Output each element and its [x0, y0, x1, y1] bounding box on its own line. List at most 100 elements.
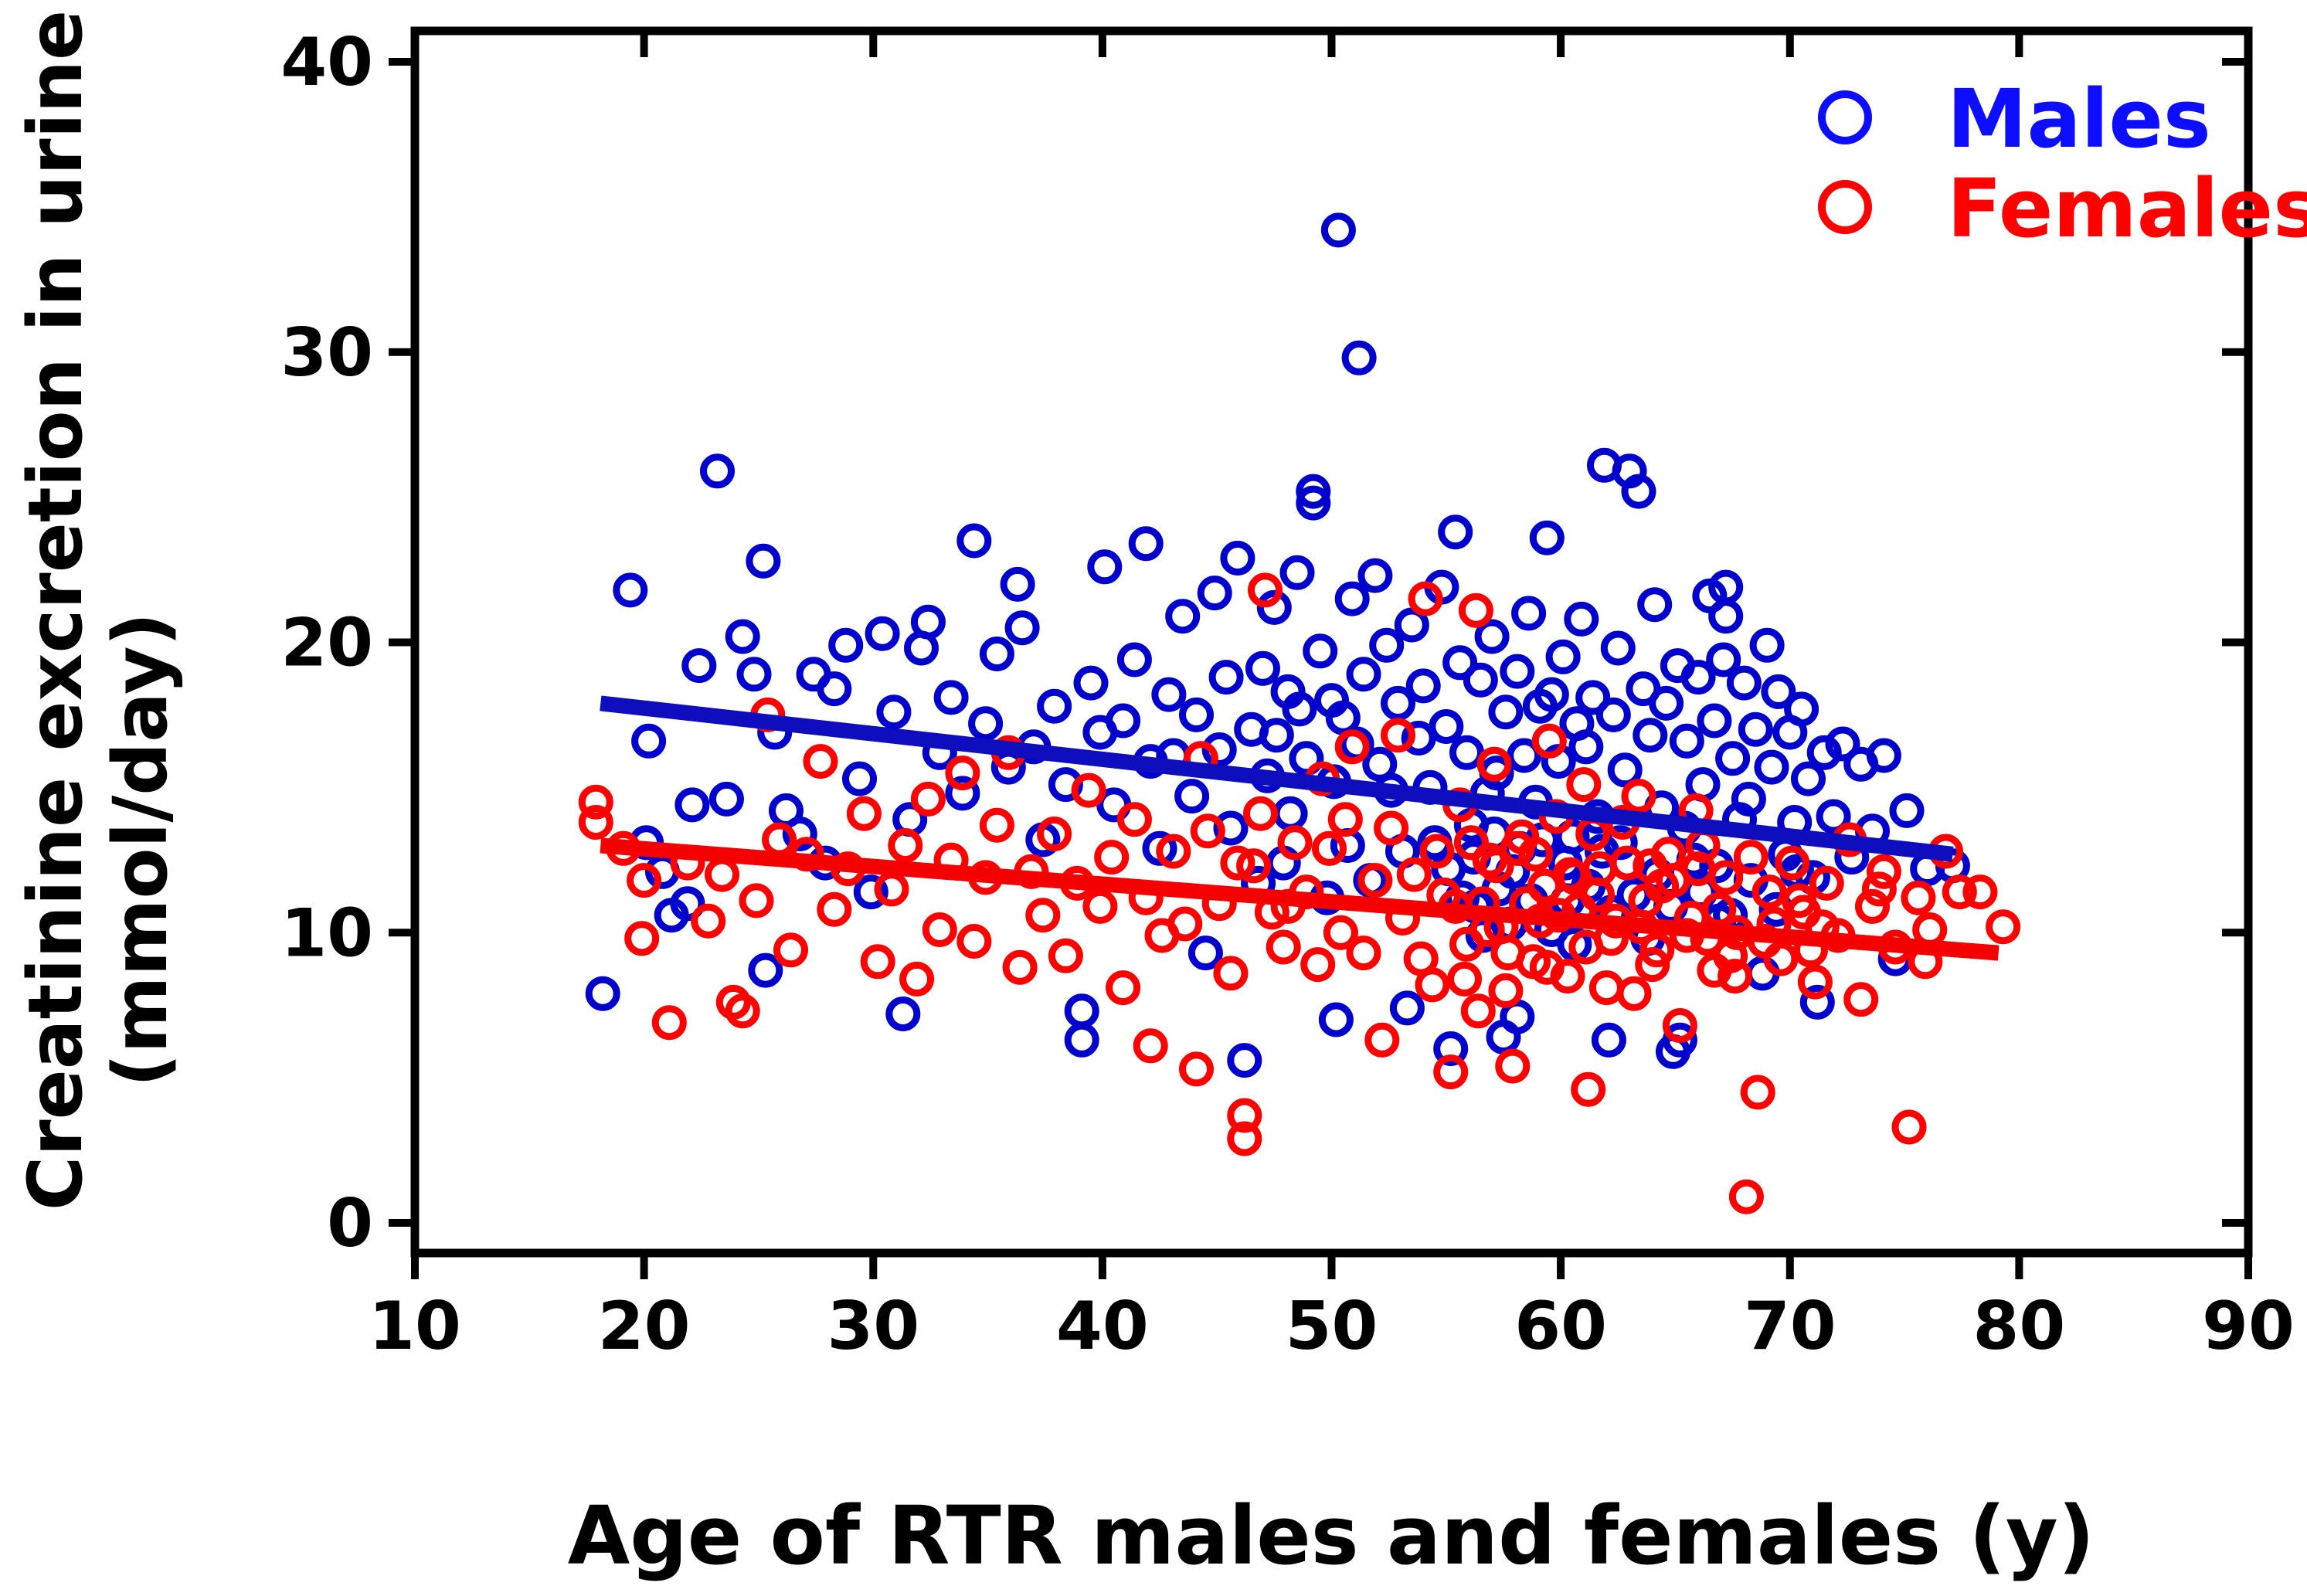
data-point-females [803, 744, 838, 779]
data-point-males [1511, 596, 1547, 631]
data-point-males [910, 604, 946, 640]
data-point-females [1236, 848, 1272, 884]
data-point-females [627, 863, 662, 898]
data-point-males [674, 787, 710, 823]
data-point-females [1374, 810, 1409, 846]
legend-marker-males [1818, 90, 1872, 144]
data-point-males [1227, 1043, 1262, 1078]
data-point-males [979, 637, 1014, 671]
data-point-males [1706, 642, 1741, 677]
data-point-females [1179, 1051, 1214, 1087]
data-point-males [956, 523, 992, 559]
data-point-males [1649, 685, 1684, 721]
data-point-males [876, 694, 912, 730]
data-point-females [860, 944, 895, 980]
data-point-males [1633, 718, 1668, 753]
data-point-females [705, 857, 739, 892]
x-tick-label: 90 [2202, 1288, 2295, 1365]
data-point-females [1116, 802, 1152, 837]
data-point-females [1751, 874, 1787, 910]
data-point-females [1082, 888, 1118, 924]
data-point-males [585, 976, 620, 1011]
data-point-females [1094, 840, 1130, 875]
data-point-males [1087, 549, 1123, 585]
data-point-females [1327, 802, 1363, 837]
data-point-females [888, 828, 923, 863]
data-point-males [670, 886, 705, 922]
data-point-males [1174, 779, 1210, 814]
data-point-males [1708, 599, 1744, 634]
data-point-males [1488, 694, 1524, 730]
data-point-males [1381, 685, 1415, 721]
data-point-females [1300, 947, 1336, 983]
data-point-males [1754, 749, 1789, 785]
data-point-males [1197, 576, 1232, 611]
data-point-males [1500, 654, 1535, 689]
data-point-females [1488, 973, 1524, 1008]
data-point-females [773, 932, 808, 968]
x-tick-label: 20 [598, 1288, 691, 1365]
data-point-females [1433, 1054, 1469, 1090]
data-point-females [1733, 840, 1768, 875]
data-point-females [1588, 970, 1624, 1006]
data-point-females [1277, 825, 1313, 861]
data-point-males [681, 648, 717, 684]
y-tick-label: 10 [280, 895, 373, 972]
data-point-males [1825, 726, 1860, 762]
data-point-males [1151, 677, 1187, 712]
data-point-females [1571, 1071, 1606, 1107]
data-point-males [1738, 711, 1773, 747]
data-point-males [1866, 738, 1901, 773]
data-point-females [1901, 880, 1936, 915]
y-axis-title-line2: (mmol/day) [97, 612, 184, 1088]
data-point-females [725, 993, 760, 1029]
data-point-females [945, 756, 980, 791]
data-point-males [1438, 514, 1473, 550]
data-point-males [1591, 1022, 1626, 1058]
data-point-males [782, 817, 817, 851]
data-point-males [1662, 1022, 1697, 1058]
trend-line-males [600, 695, 1954, 862]
data-point-females [1071, 773, 1106, 808]
data-point-females [578, 805, 613, 840]
data-point-males [1784, 691, 1819, 727]
legend-label-females: Females [1947, 161, 2307, 256]
data-point-males [1564, 601, 1599, 637]
data-point-males [1369, 627, 1405, 663]
data-point-females [1986, 909, 2021, 945]
data-point-females [1447, 961, 1482, 997]
data-point-males [1545, 639, 1581, 674]
data-point-females [1312, 830, 1347, 866]
data-point-females [1381, 718, 1415, 753]
data-point-females [1025, 898, 1061, 933]
data-point-males [1208, 660, 1244, 695]
data-point-males [1442, 645, 1478, 681]
data-point-males [748, 953, 783, 988]
data-point-males [1463, 662, 1498, 698]
data-point-females [899, 961, 935, 997]
x-tick-label: 80 [1973, 1288, 2066, 1365]
data-point-females [1942, 874, 1977, 910]
data-point-females [1419, 834, 1455, 869]
data-point-males [1296, 474, 1331, 509]
data-point-males [1341, 340, 1377, 375]
data-point-females [1763, 941, 1799, 976]
data-point-males [736, 657, 772, 692]
data-point-males [1296, 485, 1331, 521]
data-point-females [1227, 1121, 1262, 1156]
data-point-males [933, 680, 969, 715]
data-point-females [1346, 936, 1381, 971]
data-point-females [1167, 906, 1203, 942]
data-point-females [1861, 871, 1897, 907]
data-point-males [1761, 674, 1796, 709]
x-tick-label: 40 [1056, 1288, 1149, 1365]
data-point-males [1889, 793, 1925, 828]
data-point-females [1775, 845, 1810, 881]
data-point-males [708, 781, 744, 817]
data-point-females [1133, 1028, 1168, 1064]
data-point-males [1187, 936, 1223, 971]
data-point-males [613, 572, 648, 608]
data-point-females [1243, 796, 1278, 831]
data-point-females [1357, 863, 1393, 898]
